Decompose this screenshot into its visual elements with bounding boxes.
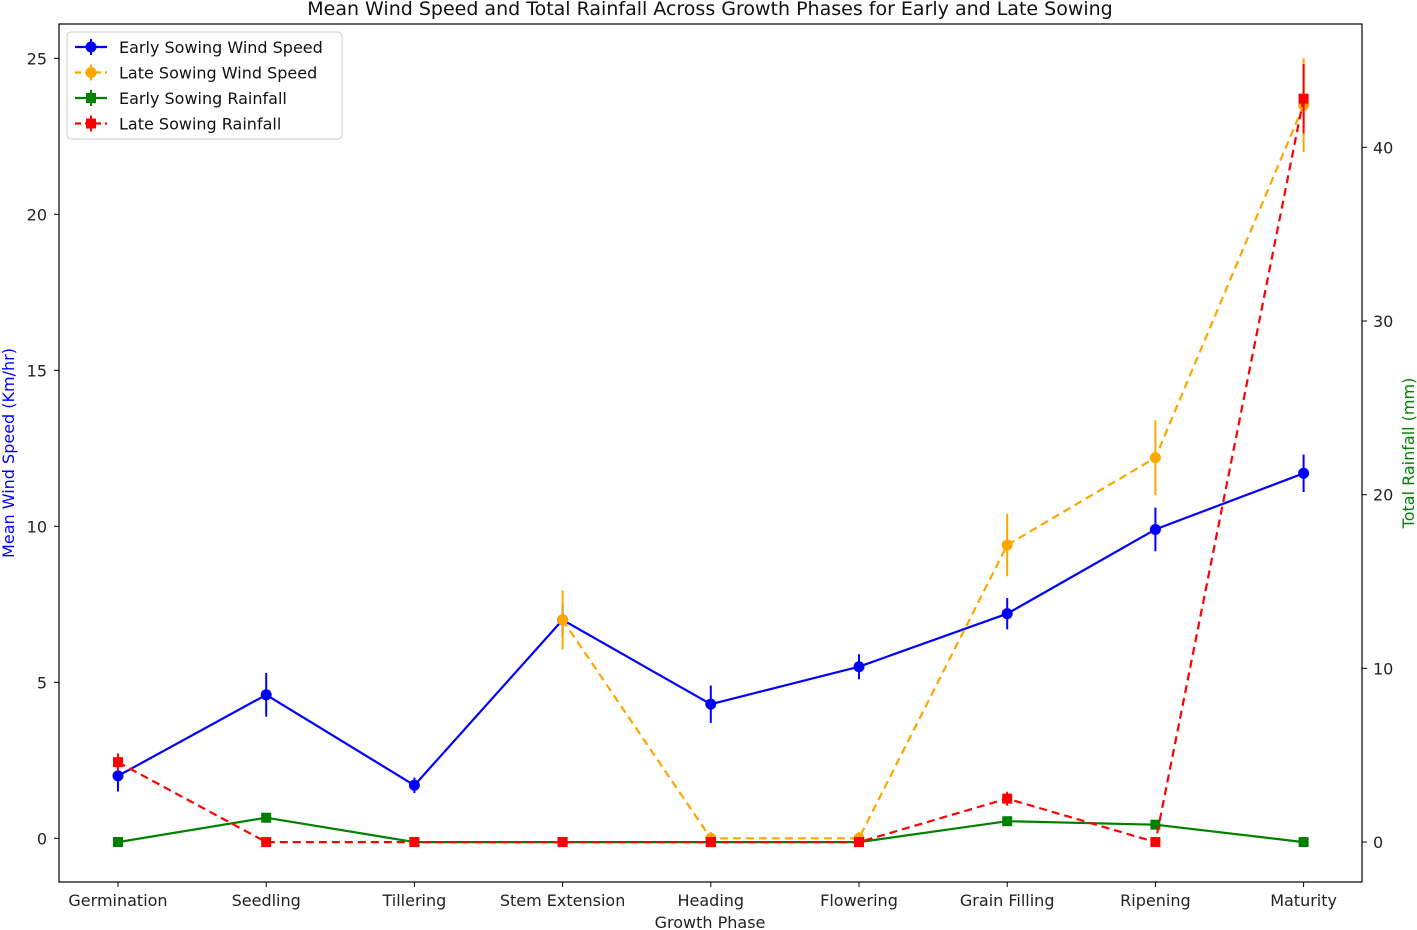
data-point	[113, 837, 123, 848]
data-point	[1150, 837, 1161, 848]
data-point	[112, 770, 124, 782]
data-point	[1002, 816, 1013, 827]
y-axis-right-label: Total Rainfall (mm)	[1399, 378, 1417, 530]
data-point	[1298, 467, 1310, 479]
legend-label: Late Sowing Wind Speed	[119, 64, 317, 83]
y-right-tick-label: 20	[1373, 486, 1393, 505]
y-right-tick-label: 10	[1373, 659, 1393, 678]
y-left-tick-label: 10	[27, 517, 47, 536]
legend-marker	[86, 93, 96, 103]
y-right-tick-label: 30	[1373, 312, 1393, 331]
legend-label: Late Sowing Rainfall	[119, 115, 281, 134]
series-group	[112, 58, 1310, 848]
data-point	[1149, 452, 1161, 464]
legend-box	[66, 31, 343, 140]
y-left-tick-label: 5	[37, 673, 47, 692]
series-early-sowing-wind-speed	[112, 454, 1310, 794]
plot-area-frame	[58, 23, 1363, 883]
data-point	[261, 812, 272, 823]
y-left-tick-label: 0	[37, 829, 47, 848]
x-tick-label: Tillering	[382, 891, 447, 910]
data-point	[1298, 93, 1309, 104]
data-point	[853, 661, 865, 673]
x-tick-label: Grain Filling	[960, 891, 1055, 910]
legend-label: Early Sowing Rainfall	[119, 89, 287, 108]
series-late-sowing-wind-speed	[557, 58, 1310, 845]
axes-group: Germination Seedling Tillering Stem Extensi…	[27, 49, 1394, 910]
data-point	[1001, 539, 1013, 551]
data-point	[409, 837, 420, 848]
x-axis-label: Growth Phase	[655, 913, 766, 930]
x-tick-label: Maturity	[1270, 891, 1337, 910]
x-tick-label: Seedling	[232, 891, 301, 910]
data-point	[1149, 523, 1161, 535]
legend-marker	[86, 118, 96, 129]
legend-item: Early Sowing Rainfall	[75, 89, 287, 108]
data-point	[557, 837, 568, 848]
series-late-sowing-rainfall	[113, 63, 1309, 848]
legend-item: Early Sowing Wind Speed	[75, 38, 323, 57]
data-point	[854, 837, 864, 848]
data-point	[1001, 608, 1013, 620]
y-right-tick-label: 0	[1373, 833, 1383, 852]
data-point	[1150, 819, 1161, 830]
data-point	[408, 779, 420, 791]
series-line	[117, 98, 1305, 844]
y-right-tick-label: 40	[1373, 138, 1393, 157]
chart-title: Mean Wind Speed and Total Rainfall Acros…	[307, 0, 1113, 20]
legend: Early Sowing Wind Speed Late Sowing Wind …	[66, 31, 343, 140]
y-left-tick-label: 15	[27, 361, 47, 380]
legend-label: Early Sowing Wind Speed	[119, 38, 323, 57]
series-line	[561, 104, 1305, 840]
data-point	[113, 757, 123, 768]
data-point	[261, 837, 272, 848]
data-point	[705, 837, 716, 848]
x-tick-label: Germination	[68, 891, 167, 910]
y-axis-left-label: Mean Wind Speed (Km/hr)	[0, 348, 18, 558]
data-point	[557, 614, 569, 626]
legend-marker	[85, 67, 97, 78]
data-point	[705, 698, 717, 710]
series-line	[117, 472, 1304, 787]
data-point	[1298, 837, 1309, 848]
x-tick-label: Flowering	[820, 891, 898, 910]
x-tick-label: Stem Extension	[500, 891, 626, 910]
legend-marker	[85, 41, 97, 53]
data-point	[1002, 793, 1013, 804]
x-tick-label: Ripening	[1120, 891, 1190, 910]
y-left-tick-label: 25	[27, 49, 47, 68]
legend-item: Late Sowing Wind Speed	[75, 64, 317, 83]
x-tick-label: Heading	[678, 891, 745, 910]
legend-item: Late Sowing Rainfall	[75, 115, 281, 134]
y-left-tick-label: 20	[27, 205, 47, 224]
data-point	[260, 689, 272, 701]
